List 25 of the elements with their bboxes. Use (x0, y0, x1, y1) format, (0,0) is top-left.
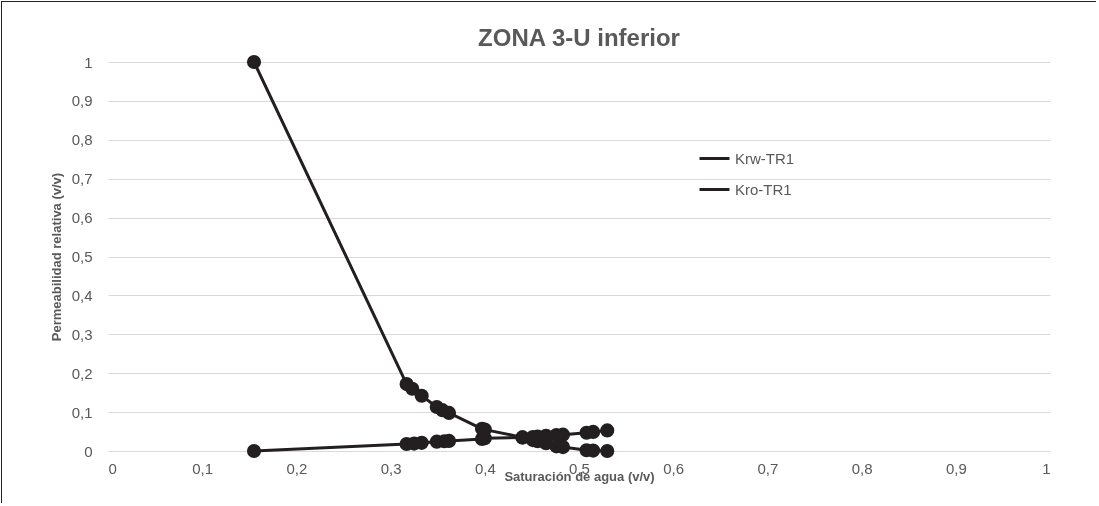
x-tick-label: 0,7 (757, 459, 779, 477)
chart-title: ZONA 3-U inferior (478, 23, 680, 51)
y-tick-label: 0,8 (71, 131, 93, 149)
y-tick-label: 0,9 (71, 92, 93, 110)
y-tick-label: 0,1 (71, 403, 93, 421)
legend-label: Kro-TR1 (735, 180, 792, 198)
x-tick-label: 0,9 (945, 459, 967, 477)
legend-label: Krw-TR1 (735, 149, 795, 167)
y-axis-title: Permeabilidad relativa (v/v) (48, 172, 64, 342)
x-tick-label: 0,2 (286, 459, 308, 477)
y-tick-label: 0,4 (71, 286, 93, 304)
y-tick-label: 0,3 (71, 325, 93, 343)
x-tick-label: 0,3 (380, 459, 402, 477)
y-tick-label: 0 (84, 442, 93, 460)
y-tick-label: 0,6 (71, 209, 93, 227)
y-tick-label: 0,7 (71, 170, 93, 188)
x-tick-label: 0,8 (851, 459, 873, 477)
x-tick-label: 0,1 (192, 459, 214, 477)
y-tick-label: 0,2 (71, 364, 93, 382)
y-tick-label: 0,5 (71, 248, 93, 265)
x-tick-label: 0 (108, 459, 117, 477)
x-tick-label: 1 (1042, 459, 1051, 477)
x-tick-label: 0,4 (474, 459, 496, 477)
y-tick-label: 1 (84, 53, 93, 71)
x-tick-label: 0,6 (663, 459, 685, 477)
